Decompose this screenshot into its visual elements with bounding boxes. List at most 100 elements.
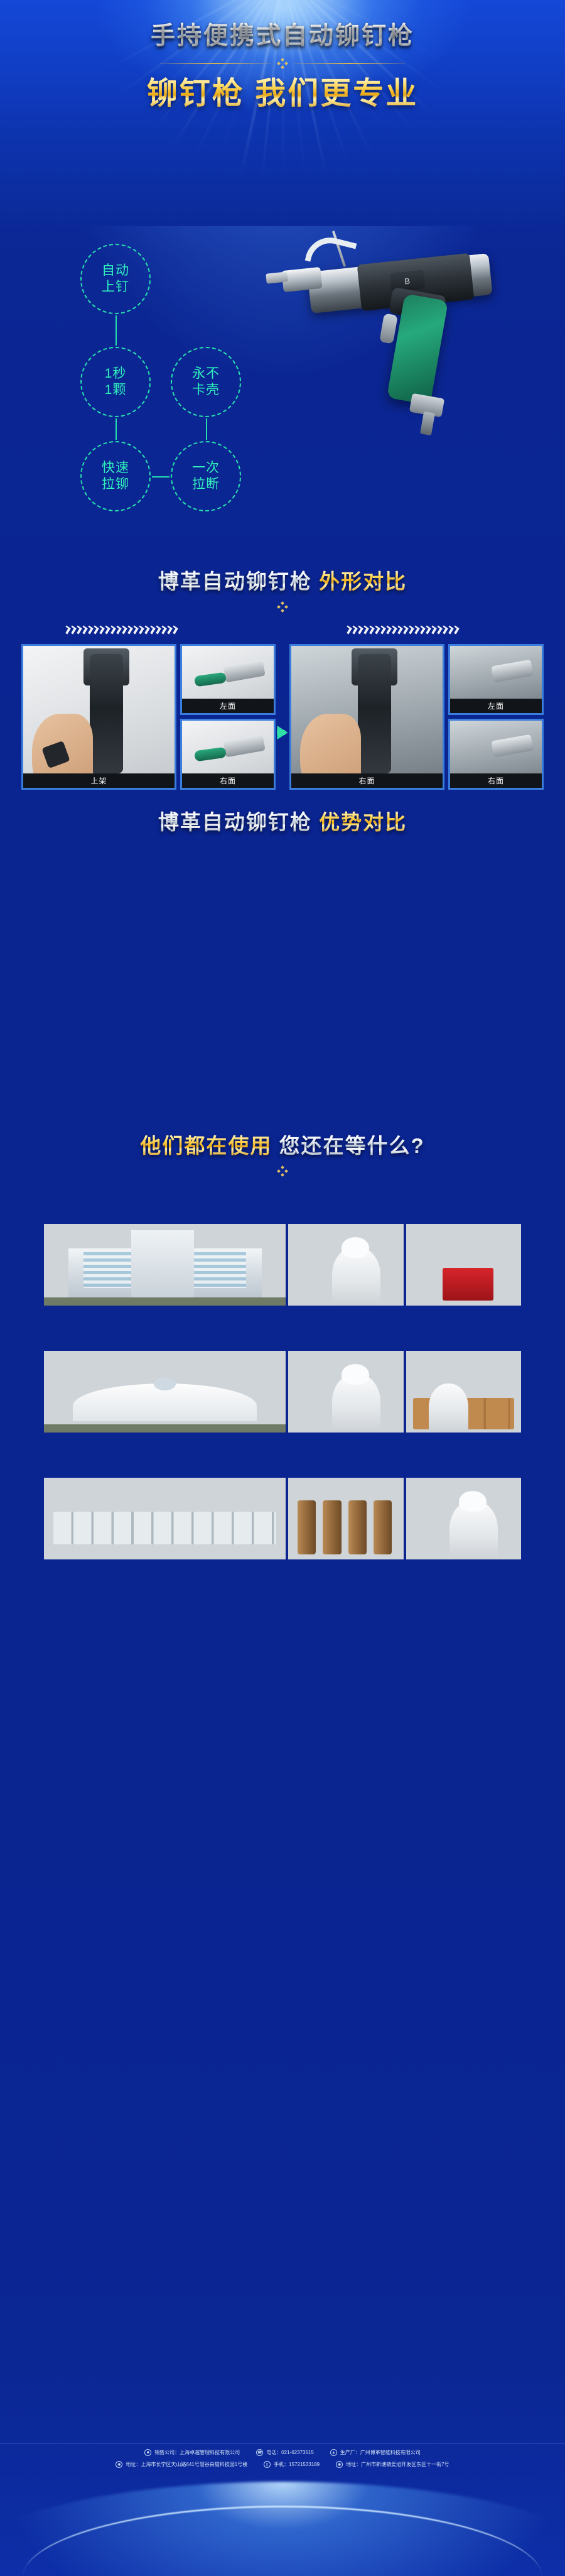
footer-text: 地址：广州市新塘镇爱旭开发区东区十一街7号	[346, 2462, 449, 2467]
bubble-line-1: 永不	[192, 366, 220, 381]
customer-photo-worker	[406, 1477, 522, 1559]
section-title-silver: 博革自动铆钉枪	[158, 810, 312, 834]
phone-icon: ☎	[256, 2449, 264, 2456]
photo-tool-silver	[223, 660, 266, 683]
shape-comparison-section: 博革自动铆钉枪 外形对比 博革牌 其他厂家 上架	[0, 565, 565, 790]
photo-caption: 上架	[23, 773, 175, 788]
divider-diamond-icon	[277, 1165, 288, 1177]
footer-text: 生产厂：广州博革智能科技有限公司	[340, 2450, 421, 2455]
divider-diamond-icon	[277, 601, 288, 613]
photo-caption: 左面	[450, 698, 542, 713]
bubble-line-2: 卡壳	[192, 383, 220, 397]
photo-tank	[297, 1500, 316, 1554]
boge-side-photo-left: 左面	[180, 643, 276, 715]
customers-section-header: 他们都在使用 您还在等什么?	[0, 1130, 565, 1177]
feature-bubble-speed: 1秒 1颗	[80, 347, 151, 417]
footer-factory: ▲ 生产厂：广州博革智能科技有限公司	[330, 2449, 421, 2456]
customer-block-2: 洋河酒厂股份有限公司	[0, 1312, 565, 1439]
photo-worker-cap	[341, 1363, 369, 1385]
footer-phone: ☎ 电话：021-62373515	[256, 2449, 314, 2456]
footer-text: 销售公司：上海卓越管理科技有限公司	[154, 2450, 240, 2455]
photo-tool-body	[358, 654, 392, 773]
photo-worker-cap	[458, 1490, 487, 1512]
photo-tool-silver	[491, 734, 534, 758]
section-title-gold: 他们都在使用	[140, 1134, 272, 1158]
divider-line-right	[294, 62, 405, 64]
other-side-photos: 左面 右面	[448, 643, 544, 790]
gun-hanger-hook	[304, 232, 357, 272]
divider-line-left	[160, 62, 271, 64]
hero-glow	[148, 0, 417, 107]
photo-factory-gate	[73, 1377, 257, 1421]
photo-grip-green	[194, 746, 227, 762]
photo-tank	[323, 1500, 342, 1554]
photo-caption: 右面	[450, 773, 542, 788]
customer-photo-strip	[38, 1217, 527, 1312]
footer-text: 电话：021-62373515	[266, 2450, 314, 2455]
mobile-icon: ▯	[264, 2461, 271, 2468]
footer-mobile: ▯ 手机：15721533189	[264, 2461, 320, 2468]
feature-bubble-fast-rivet: 快速 拉铆	[80, 441, 151, 511]
photo-tool-silver	[491, 660, 534, 683]
customer-photo-strip	[38, 1471, 527, 1566]
customer-photo-building	[44, 1223, 286, 1306]
customer-photo-packing	[406, 1223, 522, 1306]
bubble-connector	[206, 418, 207, 440]
bubble-line-2: 上钉	[102, 280, 129, 294]
section-title-silver: 您还在等什么?	[279, 1134, 425, 1158]
shape-section-header: 博革自动铆钉枪 外形对比	[0, 565, 565, 613]
advantage-section-header: 博革自动铆钉枪 优势对比	[0, 806, 565, 835]
photo-tower	[131, 1230, 194, 1299]
hero-subtitle: 手持便携式自动铆钉枪	[0, 23, 565, 51]
footer-arc	[23, 2506, 542, 2576]
section-title-gold: 外形对比	[319, 570, 407, 593]
location-icon: ◉	[336, 2461, 343, 2468]
hero-title: 铆钉枪 我们更专业	[0, 77, 565, 111]
feature-bubble-auto-feed: 自动 上钉	[80, 244, 151, 314]
feature-bubbles: 自动 上钉 1秒 1颗 永不 卡壳 快速 拉铆 一次 拉断	[25, 232, 241, 547]
photo-grip-green	[194, 672, 227, 687]
bubble-connector	[116, 418, 117, 440]
customer-photo-boxes	[406, 1350, 522, 1433]
customer-photo-warehouse	[44, 1477, 286, 1559]
bubble-line-1: 快速	[102, 461, 129, 476]
hero-divider	[160, 58, 405, 69]
bubble-line-1: 自动	[102, 263, 129, 278]
boge-side-photos: 左面 右面	[180, 643, 276, 790]
footer-company: ■ 销售公司：上海卓越管理科技有限公司	[144, 2449, 240, 2456]
page-footer: ■ 销售公司：上海卓越管理科技有限公司 ☎ 电话：021-62373515 ▲ …	[0, 2431, 565, 2576]
customer-photo-workshop	[288, 1350, 404, 1433]
customer-photo-line	[288, 1223, 404, 1306]
boge-main-photo: 上架	[21, 643, 177, 790]
photo-worker	[429, 1383, 468, 1433]
footer-address-1: ◉ 地址：上海市长宁区天山路641号慧谷白猫科技园1号楼	[116, 2461, 247, 2468]
footer-row-1: ■ 销售公司：上海卓越管理科技有限公司 ☎ 电话：021-62373515 ▲ …	[16, 2449, 549, 2456]
footer-address-2: ◉ 地址：广州市新塘镇爱旭开发区东区十一街7号	[336, 2461, 449, 2468]
light-ray	[282, 0, 284, 182]
feature-bubble-one-break: 一次 拉断	[171, 441, 241, 511]
gun-bolt	[420, 411, 435, 436]
customers-section: 他们都在使用 您还在等什么? 双沟酒业股份有限公司 洋河酒厂	[0, 1130, 565, 1566]
other-main-photo: 右面	[289, 643, 445, 790]
gun-trigger	[379, 313, 398, 344]
photo-tool-body	[90, 654, 124, 773]
factory-icon: ▲	[330, 2449, 337, 2456]
photo-caption: 右面	[291, 773, 443, 788]
photo-ground	[44, 1424, 286, 1433]
bubble-line-1: 一次	[192, 461, 220, 476]
boge-side-photo-right: 右面	[180, 718, 276, 790]
footer-content: ■ 销售公司：上海卓越管理科技有限公司 ☎ 电话：021-62373515 ▲ …	[0, 2431, 565, 2468]
customer-photo-gate	[44, 1350, 286, 1433]
photo-red-box	[443, 1267, 493, 1301]
bubble-line-2: 拉断	[192, 477, 220, 491]
section-title-gold: 优势对比	[319, 810, 407, 834]
photo-caption: 左面	[182, 698, 274, 713]
photo-ground	[44, 1297, 286, 1306]
photo-tank	[373, 1500, 392, 1554]
arrow-right-icon	[277, 725, 288, 740]
customer-photo-tanks	[288, 1477, 404, 1559]
other-photo-group: 右面 左面 右面	[289, 643, 544, 790]
rivet-gun-photo: B	[234, 226, 560, 503]
other-side-photo-top: 左面	[448, 643, 544, 715]
divider-diamond-icon	[277, 58, 288, 69]
